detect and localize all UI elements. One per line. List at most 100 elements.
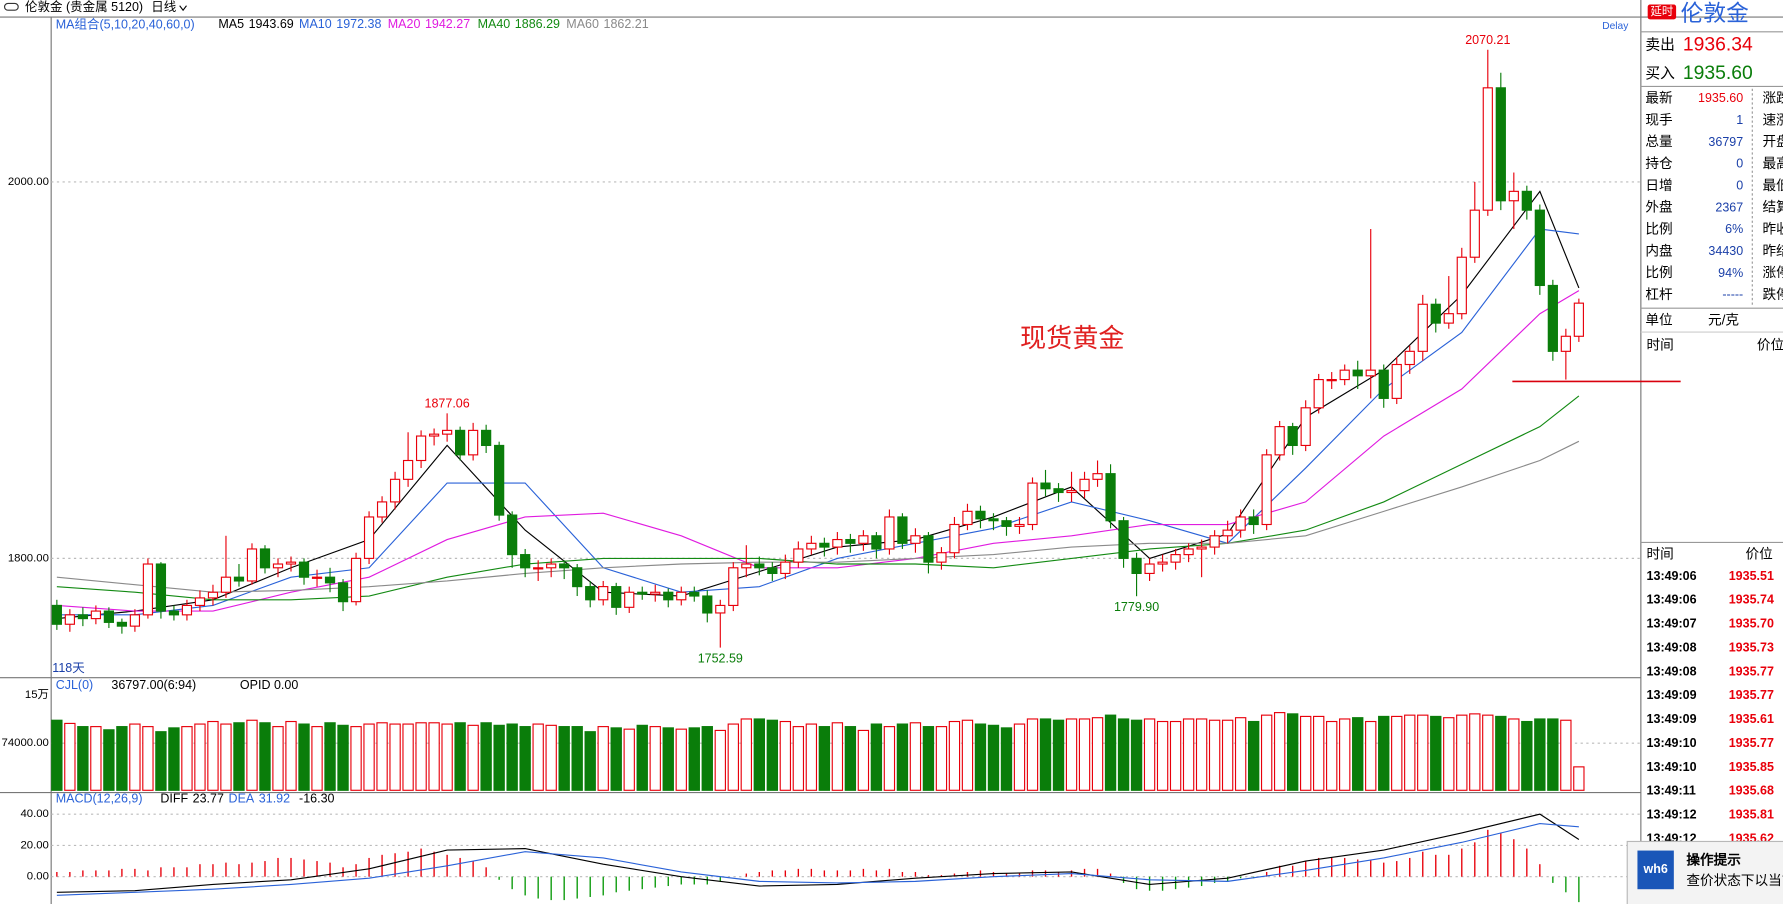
volume-bar [1130, 719, 1143, 791]
candle-body [1495, 87, 1506, 202]
ma-line [56, 440, 1580, 593]
candle-body [845, 538, 856, 544]
volume-bar [961, 719, 974, 791]
volume-bar [753, 718, 766, 791]
volume-bar [1547, 718, 1559, 791]
candle-body [663, 591, 674, 601]
candle-body [1573, 302, 1584, 337]
legend-name: MA5 [218, 17, 244, 31]
candle-body [441, 429, 453, 435]
volume-bar [1078, 718, 1091, 791]
volume-bar [1404, 714, 1416, 791]
candle-body [481, 429, 492, 447]
period-caret[interactable] [179, 5, 187, 12]
trade-price: 1935.85 [1729, 760, 1774, 774]
candle-body [455, 429, 466, 456]
candle-body [884, 516, 895, 550]
volume-bar [1508, 718, 1520, 791]
panel-legend: OPID 0.00 [240, 678, 298, 692]
legend-title: MA组合(5,10,20,40,60,0) [56, 16, 195, 31]
volume-bar [1365, 720, 1377, 791]
column-header: 时间 [1647, 337, 1674, 352]
volume-bar [207, 720, 219, 791]
quote-label: 日增 [1645, 178, 1672, 193]
bar-count: 118天 [52, 661, 85, 675]
y-tick-label: 1800.00 [8, 552, 49, 564]
volume-bar [480, 722, 492, 791]
volume-bar [51, 719, 63, 791]
trade-time: 13:49:09 [1647, 712, 1697, 726]
candle-body [1040, 482, 1051, 490]
legend-name: MA40 [478, 17, 511, 31]
candle-body [233, 576, 245, 582]
quote-label: 外盘 [1645, 199, 1673, 215]
volume-bar [1339, 718, 1351, 791]
ma-line [56, 290, 1580, 612]
volume-bar [922, 726, 935, 791]
volume-bar [1039, 718, 1052, 791]
trade-time: 13:49:09 [1647, 688, 1697, 702]
candle-body [832, 538, 843, 548]
volume-bar [766, 719, 779, 791]
volume-bar [168, 727, 180, 791]
period-selector[interactable]: 日线 [151, 0, 177, 14]
quote-value: 0 [1736, 179, 1743, 193]
volume-bar [1469, 713, 1481, 791]
popup[interactable]: wh6 操作提示 查价状态下以当前 [1626, 840, 1783, 904]
trade-price: 1935.73 [1729, 640, 1774, 654]
candle-body [1300, 407, 1311, 447]
panel-title: CJL(0) [56, 678, 94, 692]
volume-bar [363, 723, 375, 791]
candle-body [650, 591, 661, 595]
popup-logo-text: wh6 [1642, 862, 1667, 876]
candle-body [1092, 473, 1103, 480]
candle-body [1183, 548, 1194, 556]
legend-value: 1942.27 [425, 17, 470, 31]
volume-bar [532, 723, 544, 791]
column-header: 价位 [1745, 547, 1772, 562]
volume-bar [350, 726, 362, 791]
price-annotation: 1877.06 [425, 397, 470, 411]
volume-bar [1234, 717, 1247, 791]
candle-body [1001, 520, 1012, 527]
volume-bar [818, 726, 831, 791]
candle-body [897, 516, 908, 544]
volume-bar [1313, 715, 1325, 791]
candle-body [1131, 557, 1142, 575]
chart-annotation: 现货黄金 [1020, 323, 1125, 353]
volume-bar [870, 723, 883, 791]
volume-bar [376, 722, 388, 791]
candle-body [702, 595, 713, 614]
candle-body [337, 582, 349, 603]
candle-body [676, 591, 687, 601]
volume-bar [896, 723, 909, 791]
candle-body [923, 535, 934, 563]
volume-bar [1000, 727, 1013, 791]
candle-body [1482, 87, 1493, 211]
candle-body [975, 510, 986, 520]
volume-bar [1352, 717, 1364, 791]
volume-bar [857, 729, 870, 791]
candle-body [298, 561, 310, 578]
legend-name: DEA [229, 792, 255, 806]
candle-body [533, 567, 544, 570]
price-annotation: 1779.90 [1114, 600, 1159, 614]
candle-body [1105, 473, 1116, 522]
volume-bar [1560, 719, 1572, 791]
candle-body [1326, 378, 1337, 382]
volume-bar [220, 723, 232, 791]
volume-bar [844, 726, 857, 791]
trade-time: 13:49:11 [1647, 784, 1696, 798]
marks-layer: MA组合(5,10,20,40,60,0) MA5 1943.69 MA10 1972.… [51, 16, 1585, 903]
candle-body [1235, 516, 1246, 531]
volume-bar [831, 722, 844, 791]
badge-text: 延时 [1651, 5, 1674, 18]
candle-body [858, 535, 869, 544]
candle-body [1196, 546, 1207, 550]
volume-bar [610, 727, 622, 791]
candle-body [936, 552, 947, 563]
candle-body [468, 429, 479, 456]
volume-bar [1065, 718, 1078, 791]
instrument-name: 伦敦金 [1681, 0, 1749, 26]
bid-label: 买入 [1645, 65, 1675, 82]
